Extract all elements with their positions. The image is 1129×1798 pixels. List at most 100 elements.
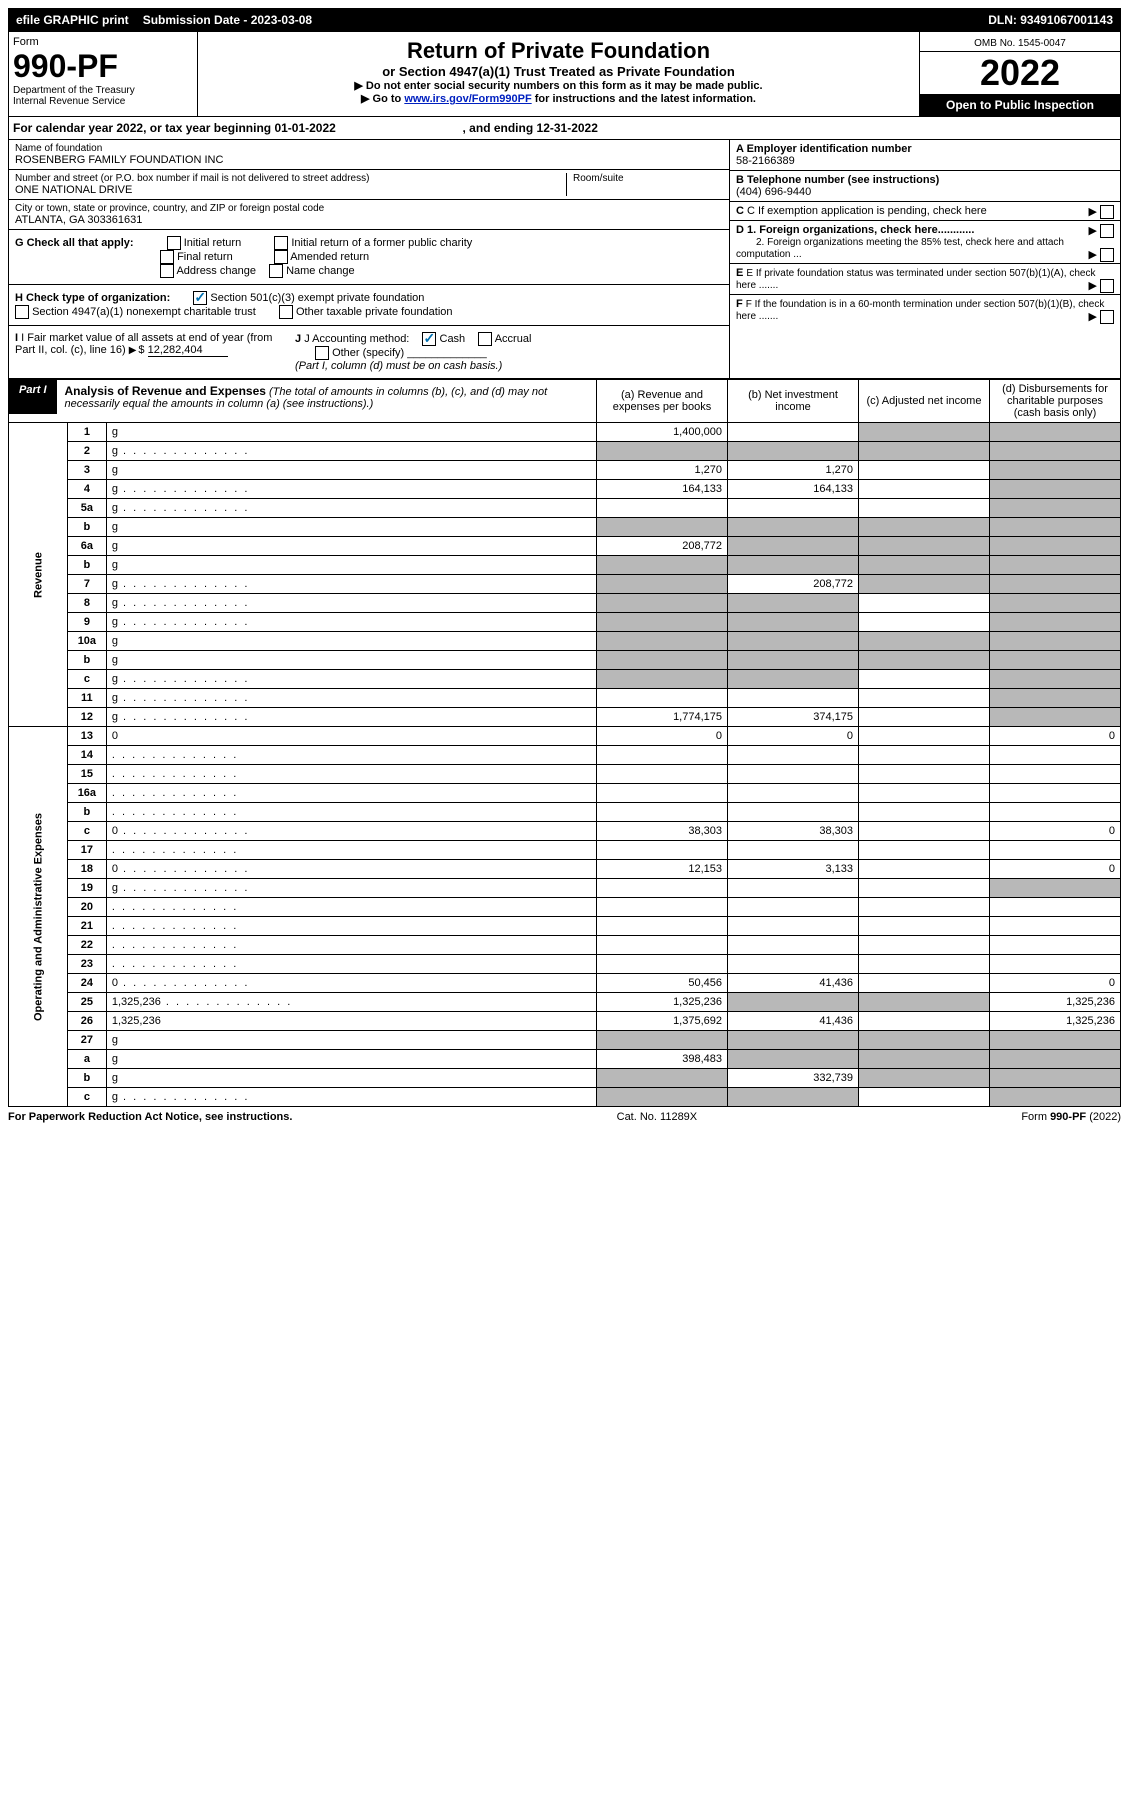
d1-checkbox[interactable] [1100,224,1114,238]
amount-cell [990,879,1121,898]
amount-cell [990,670,1121,689]
final-checkbox[interactable] [160,250,174,264]
line-description: 1,325,236 [106,1012,596,1031]
line-description: g [106,689,596,708]
city-value: ATLANTA, GA 303361631 [15,214,723,226]
other-checkbox[interactable] [315,346,329,360]
table-row: 17 [9,841,1121,860]
amount-cell [859,632,990,651]
irs-link[interactable]: www.irs.gov/Form990PF [404,93,531,105]
header-right: OMB No. 1545-0047 2022 Open to Public In… [919,32,1120,116]
accrual-checkbox[interactable] [478,332,492,346]
line-number: c [67,1088,106,1107]
amount-cell [859,822,990,841]
initial-former-lbl: Initial return of a former public charit… [291,237,472,249]
initial-checkbox[interactable] [167,236,181,250]
amount-cell [597,879,728,898]
foundation-name: ROSENBERG FAMILY FOUNDATION INC [15,154,723,166]
table-row: c038,30338,3030 [9,822,1121,841]
line-number: 2 [67,442,106,461]
line-number: b [67,803,106,822]
line-description: g [106,423,596,442]
expenses-sidebar: Operating and Administrative Expenses [9,727,68,1107]
amended-checkbox[interactable] [274,250,288,264]
omb-number: OMB No. 1545-0047 [920,36,1120,52]
foundation-name-cell: Name of foundation ROSENBERG FAMILY FOUN… [9,140,729,170]
line-description: 1,325,236 [106,993,596,1012]
address-lbl: Address change [176,265,256,277]
submission-date: Submission Date - 2023-03-08 [137,10,320,30]
section-j-block: J J Accounting method: Cash Accrual Othe… [295,332,531,372]
amount-cell [728,917,859,936]
line-number: b [67,518,106,537]
amount-cell [859,860,990,879]
h2-checkbox[interactable] [15,305,29,319]
amount-cell [990,898,1121,917]
h1-checkbox[interactable] [193,291,207,305]
section-g: G Check all that apply: Initial return I… [9,230,729,285]
table-row: 2g [9,442,1121,461]
line-number: 27 [67,1031,106,1050]
line-description [106,765,596,784]
h3-checkbox[interactable] [279,305,293,319]
line-description [106,936,596,955]
amount-cell [728,955,859,974]
amount-cell [990,955,1121,974]
amount-cell: 1,400,000 [597,423,728,442]
amount-cell [597,936,728,955]
line-description [106,898,596,917]
e-checkbox[interactable] [1100,279,1114,293]
line-number: b [67,1069,106,1088]
line-description: g [106,1031,596,1050]
amount-cell [728,1031,859,1050]
accrual-lbl: Accrual [495,333,532,345]
table-row: 12g1,774,175374,175 [9,708,1121,727]
table-row: ag398,483 [9,1050,1121,1069]
line-description [106,841,596,860]
amount-cell [990,632,1121,651]
amount-cell [728,898,859,917]
c-checkbox[interactable] [1100,205,1114,219]
part1-table: Part I Analysis of Revenue and Expenses … [8,379,1121,1107]
amount-cell [597,651,728,670]
amount-cell [859,556,990,575]
amount-cell [859,955,990,974]
f-checkbox[interactable] [1100,310,1114,324]
amount-cell: 38,303 [728,822,859,841]
part1-label: Part I [9,380,57,414]
dept-label: Department of the Treasury Internal Reve… [13,85,193,107]
table-row: 5ag [9,499,1121,518]
amount-cell [597,955,728,974]
amount-cell [990,689,1121,708]
line-description: g [106,518,596,537]
initial-former-checkbox[interactable] [274,236,288,250]
line-description: 0 [106,860,596,879]
amount-cell [728,993,859,1012]
amount-cell [859,1088,990,1107]
amount-cell: 41,436 [728,1012,859,1031]
cash-checkbox[interactable] [422,332,436,346]
form-note2: ▶ Go to www.irs.gov/Form990PF for instru… [204,92,913,105]
amount-cell [859,1012,990,1031]
line-number: 11 [67,689,106,708]
table-row: 23 [9,955,1121,974]
section-ij: I I Fair market value of all assets at e… [9,326,729,378]
amount-cell [859,613,990,632]
amount-cell [597,917,728,936]
amount-cell [990,1031,1121,1050]
d2-checkbox[interactable] [1100,248,1114,262]
note2-post: for instructions and the latest informat… [532,93,756,105]
part1-title-b: Analysis of Revenue and Expenses [65,384,266,398]
amount-cell [990,556,1121,575]
amount-cell [859,879,990,898]
amount-cell [597,1031,728,1050]
footer-mid: Cat. No. 11289X [617,1111,698,1123]
amount-cell [597,841,728,860]
amount-cell [859,1069,990,1088]
name-change-checkbox[interactable] [269,264,283,278]
amount-cell: 1,325,236 [990,993,1121,1012]
line-description: g [106,1069,596,1088]
address-checkbox[interactable] [160,264,174,278]
amount-cell [859,442,990,461]
line-description: g [106,670,596,689]
